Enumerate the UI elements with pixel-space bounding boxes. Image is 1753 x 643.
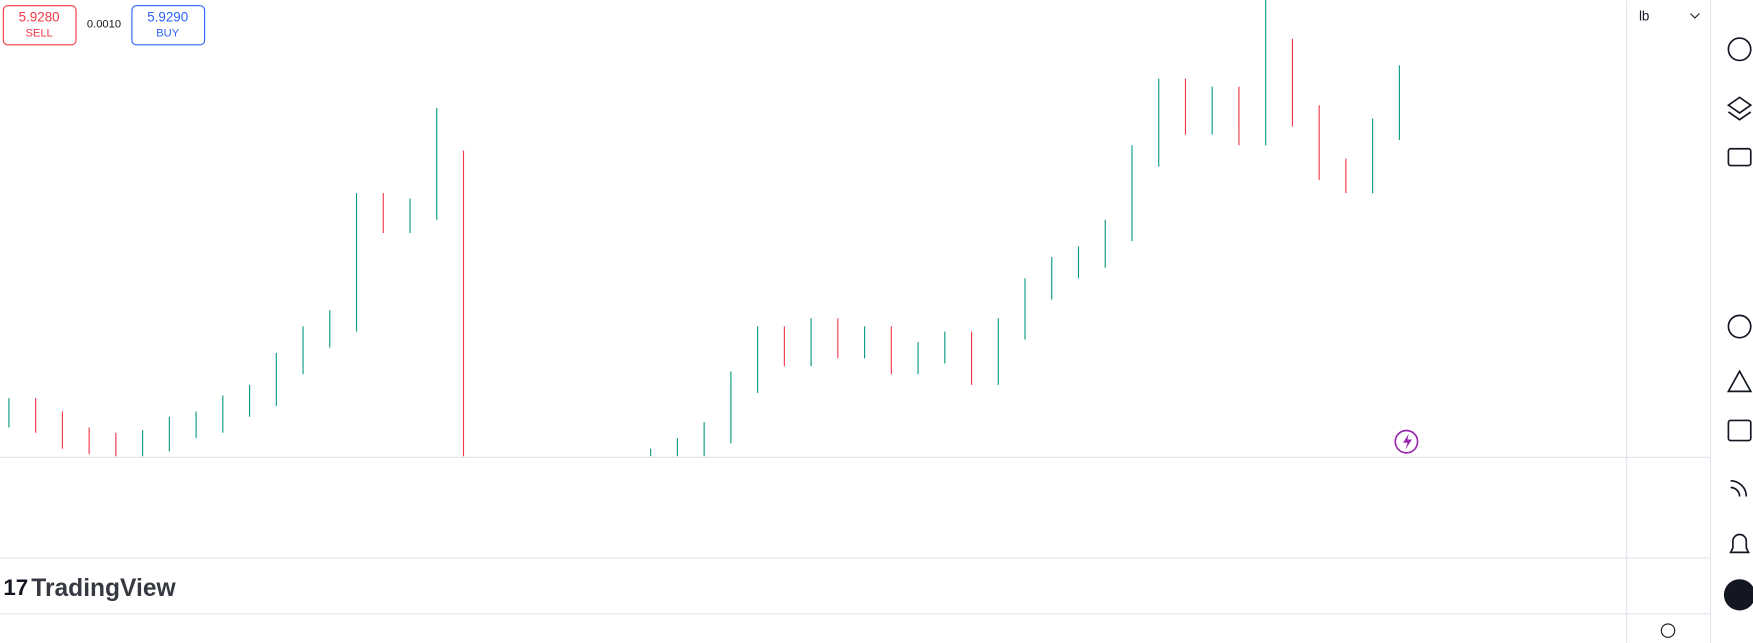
unit-selector[interactable]: lb [1639,8,1649,23]
spread: 0.0010 [87,19,121,31]
sell-label: SELL [25,28,52,40]
chat-icon[interactable] [1727,147,1752,167]
alert-bolt [1403,433,1413,450]
stream-icon[interactable] [1730,479,1748,497]
alert-icon[interactable] [1394,429,1419,454]
logo-mark: 17 [3,575,28,600]
settings-icon[interactable] [1660,623,1676,638]
watermark: TradingView [31,575,176,602]
sell-price: 5.9280 [19,10,60,25]
buy-label: BUY [156,28,179,40]
layers-icon[interactable] [1726,96,1753,121]
price-pane [8,0,1400,457]
alarm-icon[interactable] [1727,37,1752,62]
toolbar [1726,37,1753,554]
apps-button[interactable] [1723,579,1753,611]
target-icon[interactable] [1727,314,1752,339]
ideas-icon[interactable] [1726,369,1753,393]
buy-button[interactable] [131,5,206,46]
notification-icon[interactable] [1729,533,1750,554]
dropdown-arrow [1689,13,1700,19]
buy-price: 5.9290 [147,10,188,25]
calendar-icon[interactable] [1727,419,1752,442]
sell-button[interactable] [2,5,77,46]
trade-panel: 5.9280 SELL 0.0010 5.9290 BUY [2,5,206,46]
